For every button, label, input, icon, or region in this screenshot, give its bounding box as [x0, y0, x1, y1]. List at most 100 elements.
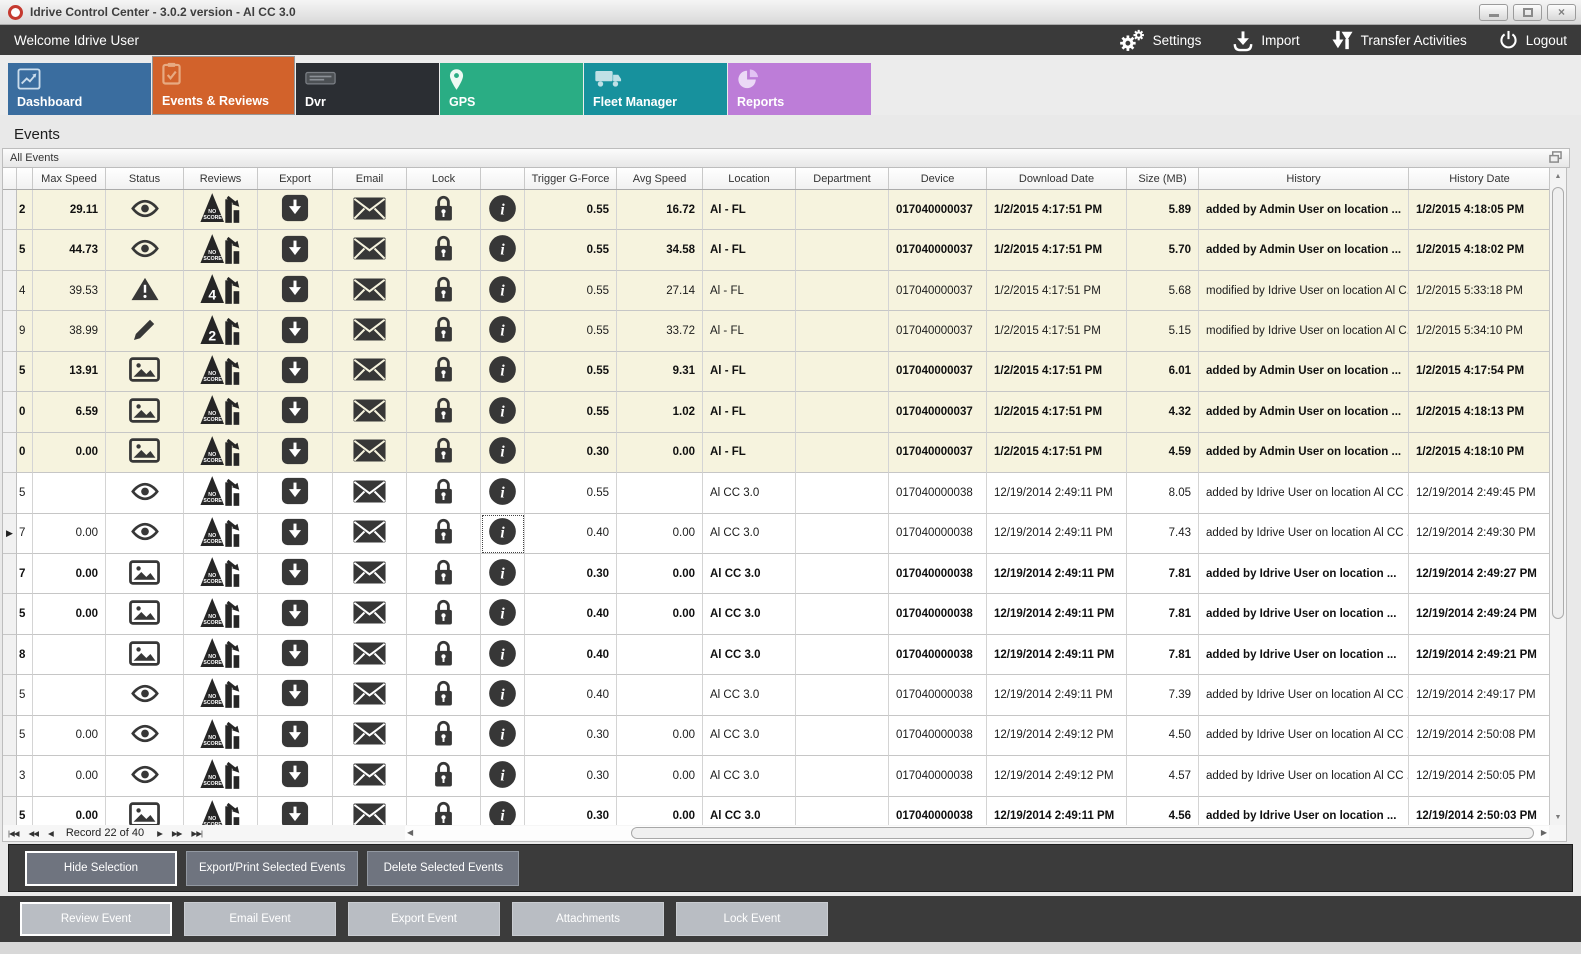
- column-header-history-date[interactable]: History Date: [1409, 168, 1551, 189]
- vertical-scrollbar-thumb[interactable]: [1552, 187, 1564, 619]
- reviews-cell[interactable]: NO SCORE: [184, 513, 258, 554]
- info-button[interactable]: i: [481, 230, 525, 271]
- table-row[interactable]: 5 0.00 NO SCORE i 0.40 0.00 Al CC 3.0 0170400000…: [3, 594, 1566, 635]
- lock-button[interactable]: [407, 351, 481, 393]
- info-button[interactable]: i: [481, 190, 525, 231]
- email-event-button[interactable]: Email Event: [184, 902, 336, 936]
- column-header-download-date[interactable]: Download Date: [987, 168, 1127, 189]
- table-row[interactable]: 5 44.73 NO SCORE i 0.55 34.58 Al - FL 0170400000…: [3, 230, 1566, 271]
- email-button[interactable]: [333, 473, 407, 514]
- info-button[interactable]: i: [481, 796, 525, 825]
- table-row[interactable]: 9 38.99 2 i 0.55 33.72 Al - FL 017040000037 1/2/…: [3, 311, 1566, 352]
- tab-dvr[interactable]: Dvr: [296, 63, 439, 115]
- column-header-trigger-g-force[interactable]: Trigger G-Force: [525, 168, 617, 189]
- lock-button[interactable]: [407, 634, 481, 676]
- minimize-button[interactable]: [1479, 3, 1508, 21]
- lock-button[interactable]: [407, 553, 481, 595]
- column-header-department[interactable]: Department: [796, 168, 889, 189]
- email-button[interactable]: [333, 594, 407, 635]
- reviews-cell[interactable]: 2: [184, 311, 258, 352]
- table-row[interactable]: 0 6.59 NO SCORE i 0.55 1.02 Al - FL 017040000037…: [3, 392, 1566, 433]
- horizontal-scrollbar-thumb[interactable]: [631, 827, 1534, 839]
- export-button[interactable]: [258, 190, 333, 231]
- prev-page-button[interactable]: ◀◀: [28, 829, 39, 838]
- reviews-cell[interactable]: NO SCORE: [184, 473, 258, 514]
- column-header-export[interactable]: Export: [258, 168, 333, 189]
- first-record-button[interactable]: |◀◀: [8, 829, 20, 838]
- review-event-button[interactable]: Review Event: [20, 902, 172, 936]
- email-button[interactable]: [333, 553, 407, 595]
- column-header-avg-speed[interactable]: Avg Speed: [617, 168, 703, 189]
- column-header-location[interactable]: Location: [703, 168, 796, 189]
- email-button[interactable]: [333, 513, 407, 554]
- lock-button[interactable]: [407, 392, 481, 433]
- table-row[interactable]: 8 NO SCORE i 0.40 Al CC 3.0 017040000038 12/19/…: [3, 634, 1566, 676]
- attachments-button[interactable]: Attachments: [512, 902, 664, 936]
- export-button[interactable]: [258, 715, 333, 757]
- table-row[interactable]: 5 0.00 NO SCORE i 0.30 0.00 Al CC 3.0 0170400000…: [3, 715, 1566, 757]
- next-page-button[interactable]: ▶▶: [171, 829, 183, 838]
- horizontal-scrollbar[interactable]: ◀ ▶: [405, 826, 1549, 840]
- email-button[interactable]: [333, 230, 407, 271]
- export-button[interactable]: [258, 311, 333, 352]
- column-header-status[interactable]: Status: [106, 168, 184, 189]
- lock-button[interactable]: [407, 675, 481, 716]
- export-button[interactable]: [258, 675, 333, 716]
- tab-dashboard[interactable]: Dashboard: [8, 63, 151, 115]
- email-button[interactable]: [333, 432, 407, 474]
- reviews-cell[interactable]: NO SCORE: [184, 230, 258, 271]
- export-button[interactable]: [258, 513, 333, 554]
- logout-button[interactable]: Logout: [1499, 30, 1567, 50]
- info-button[interactable]: i: [481, 392, 525, 433]
- info-button[interactable]: i: [481, 634, 525, 676]
- export-button[interactable]: [258, 230, 333, 271]
- export-button[interactable]: [258, 756, 333, 797]
- info-button[interactable]: i: [481, 311, 525, 352]
- export-button[interactable]: [258, 594, 333, 635]
- lock-button[interactable]: [407, 432, 481, 474]
- info-button[interactable]: i: [481, 756, 525, 797]
- export-button[interactable]: [258, 473, 333, 514]
- export-event-button[interactable]: Export Event: [348, 902, 500, 936]
- email-button[interactable]: [333, 675, 407, 716]
- lock-button[interactable]: [407, 473, 481, 514]
- table-row[interactable]: 5 13.91 NO SCORE i 0.55 9.31 Al - FL 01704000003…: [3, 351, 1566, 393]
- email-button[interactable]: [333, 634, 407, 676]
- reviews-cell[interactable]: NO SCORE: [184, 432, 258, 474]
- email-button[interactable]: [333, 190, 407, 231]
- reviews-cell[interactable]: NO SCORE: [184, 634, 258, 676]
- table-row[interactable]: 5 NO SCORE i 0.55 Al CC 3.0 017040000038 12/19/…: [3, 473, 1566, 514]
- lock-button[interactable]: [407, 594, 481, 635]
- export-button[interactable]: [258, 432, 333, 474]
- reviews-cell[interactable]: NO SCORE: [184, 796, 258, 825]
- export-button[interactable]: [258, 553, 333, 595]
- info-button[interactable]: i: [481, 351, 525, 393]
- restore-panel-icon[interactable]: [1549, 150, 1562, 166]
- lock-button[interactable]: [407, 230, 481, 271]
- reviews-cell[interactable]: NO SCORE: [184, 553, 258, 595]
- reviews-cell[interactable]: 4: [184, 270, 258, 312]
- email-button[interactable]: [333, 756, 407, 797]
- transfer-activities-button[interactable]: Transfer Activities: [1332, 29, 1467, 51]
- column-header-email[interactable]: Email: [333, 168, 407, 189]
- column-header-max-speed[interactable]: Max Speed: [33, 168, 106, 189]
- table-row[interactable]: 2 29.11 NO SCORE i 0.55 16.72 Al - FL 0170400000…: [3, 190, 1566, 231]
- delete-selected-events-button[interactable]: Delete Selected Events: [367, 850, 520, 886]
- info-button[interactable]: i: [481, 553, 525, 595]
- column-header-rowhead[interactable]: [3, 168, 17, 189]
- export-button[interactable]: [258, 351, 333, 393]
- table-row[interactable]: 5 NO SCORE i 0.40 Al CC 3.0 017040000038 12/19/…: [3, 675, 1566, 716]
- maximize-button[interactable]: [1513, 3, 1542, 21]
- lock-button[interactable]: [407, 270, 481, 312]
- export-button[interactable]: [258, 634, 333, 676]
- reviews-cell[interactable]: NO SCORE: [184, 756, 258, 797]
- reviews-cell[interactable]: NO SCORE: [184, 675, 258, 716]
- column-header-device[interactable]: Device: [889, 168, 987, 189]
- tab-reports[interactable]: Reports: [728, 63, 871, 115]
- lock-button[interactable]: [407, 513, 481, 554]
- info-button[interactable]: i: [481, 270, 525, 312]
- column-header-lock[interactable]: Lock: [407, 168, 481, 189]
- table-row[interactable]: 7 0.00 NO SCORE i 0.30 0.00 Al CC 3.0 0170400000…: [3, 553, 1566, 595]
- email-button[interactable]: [333, 311, 407, 352]
- scroll-down-arrow-icon[interactable]: ▼: [1554, 813, 1562, 821]
